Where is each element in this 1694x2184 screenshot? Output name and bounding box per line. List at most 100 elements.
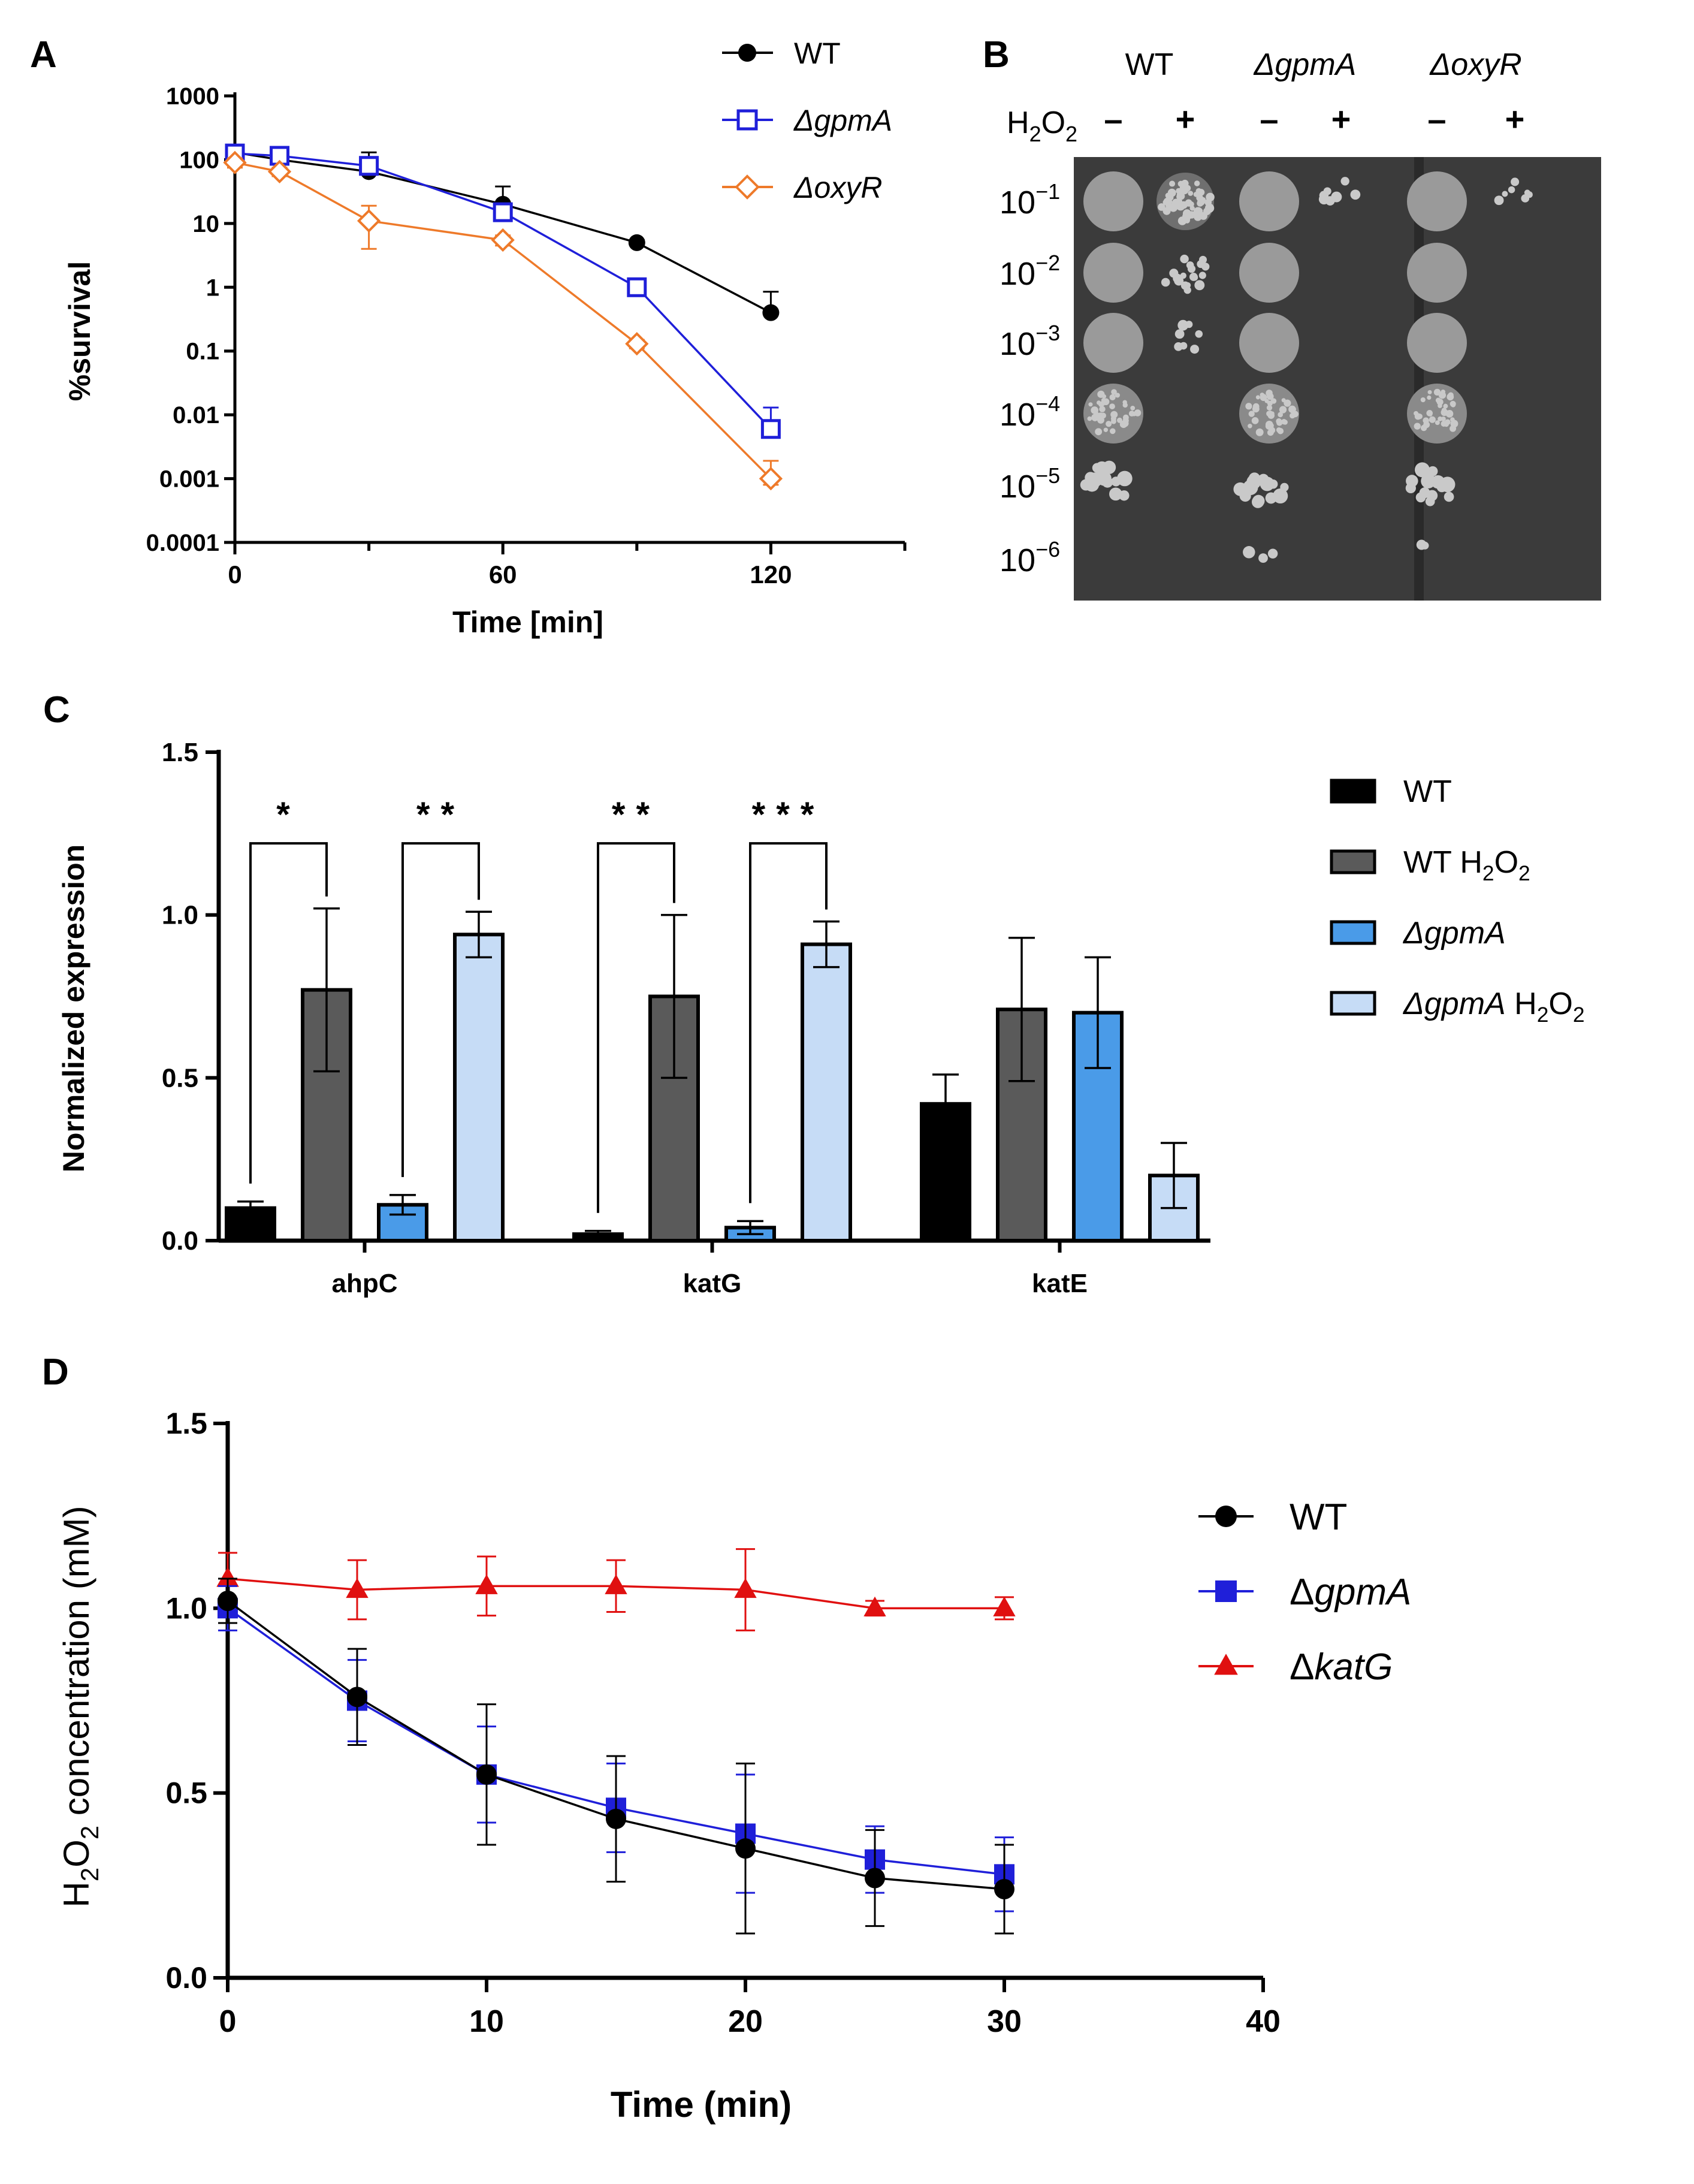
panel-label-d: D (42, 1352, 69, 1393)
b-colony (1291, 406, 1296, 412)
b-plus-sign: + (1176, 100, 1195, 138)
a-x-axis-title: Time [min] (452, 605, 603, 639)
b-dil-exp: −3 (1035, 321, 1060, 345)
b-colony (1450, 400, 1456, 407)
c-legend-swatch (1330, 920, 1376, 945)
d-point (863, 1596, 886, 1616)
b-colony (1414, 413, 1421, 420)
d-point (734, 1577, 757, 1598)
b-colony (1265, 422, 1273, 430)
c-legend-label-txt: WT H (1403, 845, 1482, 880)
b-colony (1182, 209, 1192, 218)
panel-label-a: A (30, 34, 57, 76)
a-legend-label-txt: WT (794, 37, 841, 70)
b-colony (1185, 321, 1193, 328)
b-colony (1176, 193, 1183, 200)
d-y-axis-title: H2O2 concentration (mM) (56, 1506, 104, 1907)
d-point (476, 1764, 497, 1785)
b-colony (1423, 421, 1430, 429)
panel-c: C 0.0 0.5 1.0 1.5 Normalized expression ahpC k… (43, 689, 1585, 1298)
b-colony (1421, 473, 1436, 488)
d-point (606, 1808, 626, 1829)
b-dilution-label: 10−3 (1000, 321, 1060, 362)
b-colony (1255, 395, 1260, 400)
a-point (359, 156, 379, 176)
b-colony (1268, 479, 1278, 489)
b-spot (1083, 313, 1143, 373)
c-legend-label: ΔgpmA (1402, 916, 1506, 951)
b-colony (1260, 394, 1267, 402)
b-spot (1239, 313, 1299, 373)
b-dilution-label: 10−1 (1000, 179, 1060, 221)
a-y-tick-label: 0.1 (186, 339, 219, 365)
b-dil-base: 10 (1000, 256, 1035, 292)
b-colony (1169, 180, 1176, 187)
a-point (357, 209, 381, 233)
a-y-axis-title: %survival (63, 261, 96, 401)
b-colony (1438, 391, 1447, 399)
d-y-h: H (56, 1881, 96, 1907)
b-colony (1416, 539, 1427, 550)
b-colony (1188, 191, 1194, 196)
b-colony (1258, 473, 1269, 485)
b-colony (1116, 417, 1122, 423)
d-point (993, 1596, 1016, 1616)
a-legend-label: ΔgpmA (793, 104, 892, 137)
c-legend-label-sub2: 2 (1573, 1003, 1585, 1027)
d-point (216, 1567, 239, 1587)
b-dil-exp: −5 (1035, 463, 1060, 488)
b-colony (1273, 488, 1288, 504)
c-legend-label: WT (1403, 774, 1452, 809)
b-spot (1407, 313, 1467, 373)
d-point (735, 1838, 756, 1859)
b-colony (1177, 216, 1187, 225)
a-point (625, 331, 649, 356)
b-colony (1427, 390, 1432, 394)
b-dil-base: 10 (1000, 397, 1035, 433)
b-spot (1083, 171, 1143, 231)
b-colony (1502, 191, 1508, 197)
a-y-tick-label: 1000 (166, 83, 219, 110)
c-legend-label-txt2: O (1548, 987, 1572, 1021)
b-colony (1255, 428, 1264, 436)
a-y-tick-label: 100 (179, 147, 219, 173)
b-colony (1080, 479, 1092, 491)
d-legend-delta: Δ (1290, 1646, 1314, 1688)
b-plate (1074, 157, 1601, 601)
b-colony (1419, 487, 1430, 499)
b-colony (1106, 421, 1112, 427)
b-colony (1435, 397, 1441, 403)
c-significance-bracket (597, 842, 675, 1213)
b-colony (1266, 390, 1273, 397)
d-x-tick-label: 0 (219, 2004, 237, 2039)
b-colony (1414, 462, 1430, 478)
b-h: H (1007, 105, 1029, 140)
a-point (223, 150, 247, 174)
b-colony (1280, 482, 1289, 492)
b-colony (1427, 395, 1432, 400)
b-colony (1441, 409, 1448, 417)
a-point (491, 228, 515, 252)
b-colony (1110, 411, 1118, 418)
c-legend-label-strain: ΔgpmA (1402, 916, 1506, 951)
b-colony (1094, 411, 1099, 417)
b-colony (1190, 345, 1200, 354)
a-legend-marker (735, 174, 760, 200)
d-point (347, 1687, 367, 1708)
b-colony (1134, 409, 1142, 417)
d-point (605, 1574, 627, 1594)
d-y-o: O (56, 1839, 96, 1868)
b-minus-sign: – (1104, 100, 1122, 138)
a-y-tick-label: 0.01 (173, 402, 219, 429)
b-treatment-label: H2O2 (1007, 105, 1077, 146)
b-colony (1266, 405, 1273, 411)
b-dil-exp: −2 (1035, 251, 1060, 275)
b-colony (1197, 189, 1205, 196)
c-legend-swatch (1330, 849, 1376, 874)
b-o: O (1041, 105, 1065, 140)
d-point (865, 1868, 885, 1889)
b-colony (1195, 330, 1203, 338)
a-legend-label: WT (794, 37, 841, 70)
b-colony (1444, 491, 1454, 502)
panel-label-c: C (43, 689, 70, 731)
